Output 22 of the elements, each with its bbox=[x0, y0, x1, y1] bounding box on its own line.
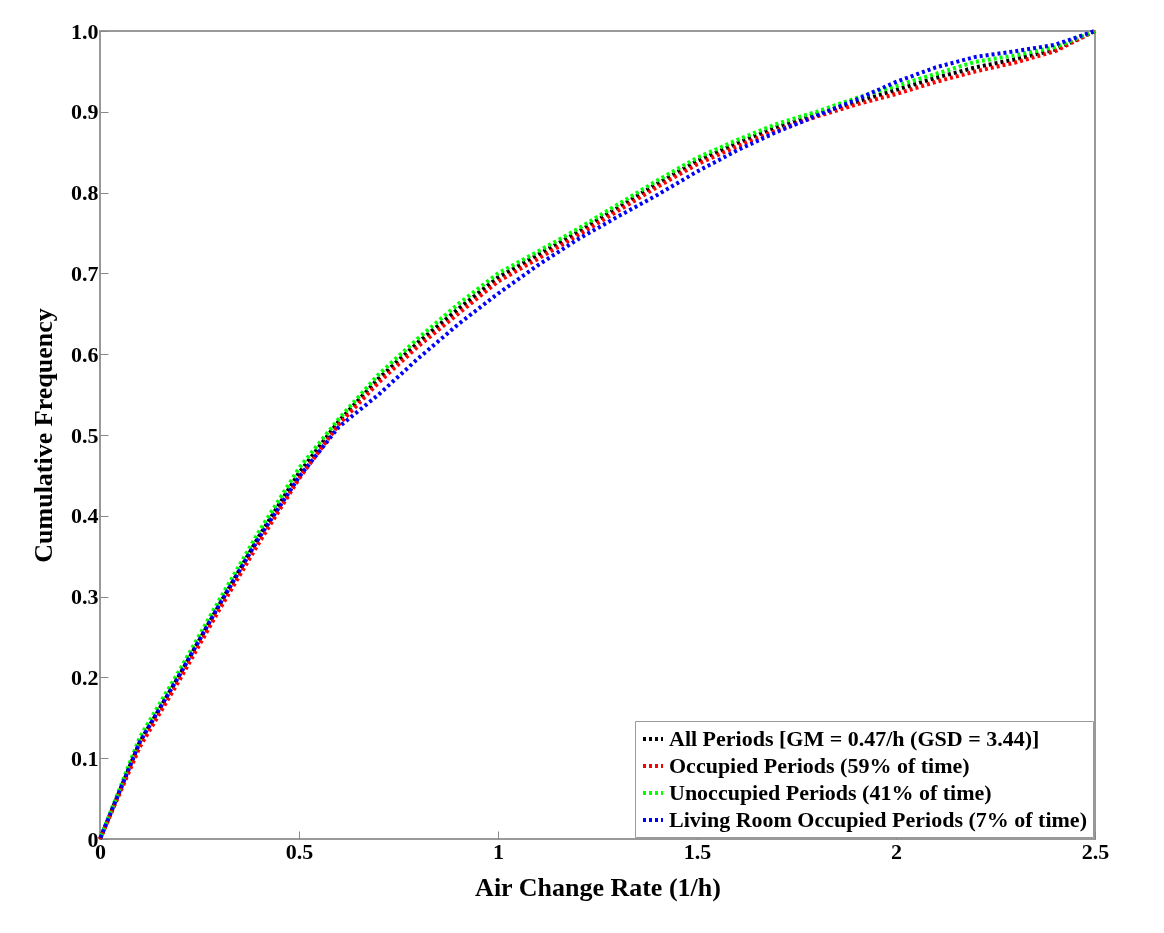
y-tick-label: 0.3 bbox=[71, 584, 99, 610]
line-series bbox=[98, 29, 1097, 841]
y-tick-label: 1.0 bbox=[71, 18, 99, 44]
x-tick-label: 1 bbox=[493, 838, 504, 864]
x-tick-label: 0.5 bbox=[285, 838, 314, 864]
y-tick-label: 0.4 bbox=[71, 503, 99, 529]
x-axis-title: Air Change Rate (1/h) bbox=[475, 872, 721, 902]
y-tick-label: 0.9 bbox=[71, 99, 99, 125]
x-tick-label: 2.5 bbox=[1081, 838, 1110, 864]
y-axis-title: Cumulative Frequency bbox=[29, 308, 58, 563]
x-tick-label: 2 bbox=[891, 838, 902, 864]
y-tick-label: 0.2 bbox=[71, 664, 99, 690]
legend-label: All Periods [GM = 0.47/h (GSD = 3.44)] bbox=[669, 726, 1040, 751]
y-tick-label: 0.5 bbox=[71, 422, 99, 448]
legend-label: Occupied Periods (59% of time) bbox=[669, 753, 970, 778]
y-tick-label: 0.8 bbox=[71, 180, 99, 206]
legend-label: Living Room Occupied Periods (7% of time) bbox=[669, 807, 1087, 832]
y-tick-label: 0.7 bbox=[71, 260, 99, 286]
y-tick-label: 0.6 bbox=[71, 341, 99, 367]
x-tick-label: 1.5 bbox=[683, 838, 712, 864]
legend-label: Unoccupied Periods (41% of time) bbox=[669, 780, 992, 805]
y-tick-label: 0.1 bbox=[71, 745, 99, 771]
